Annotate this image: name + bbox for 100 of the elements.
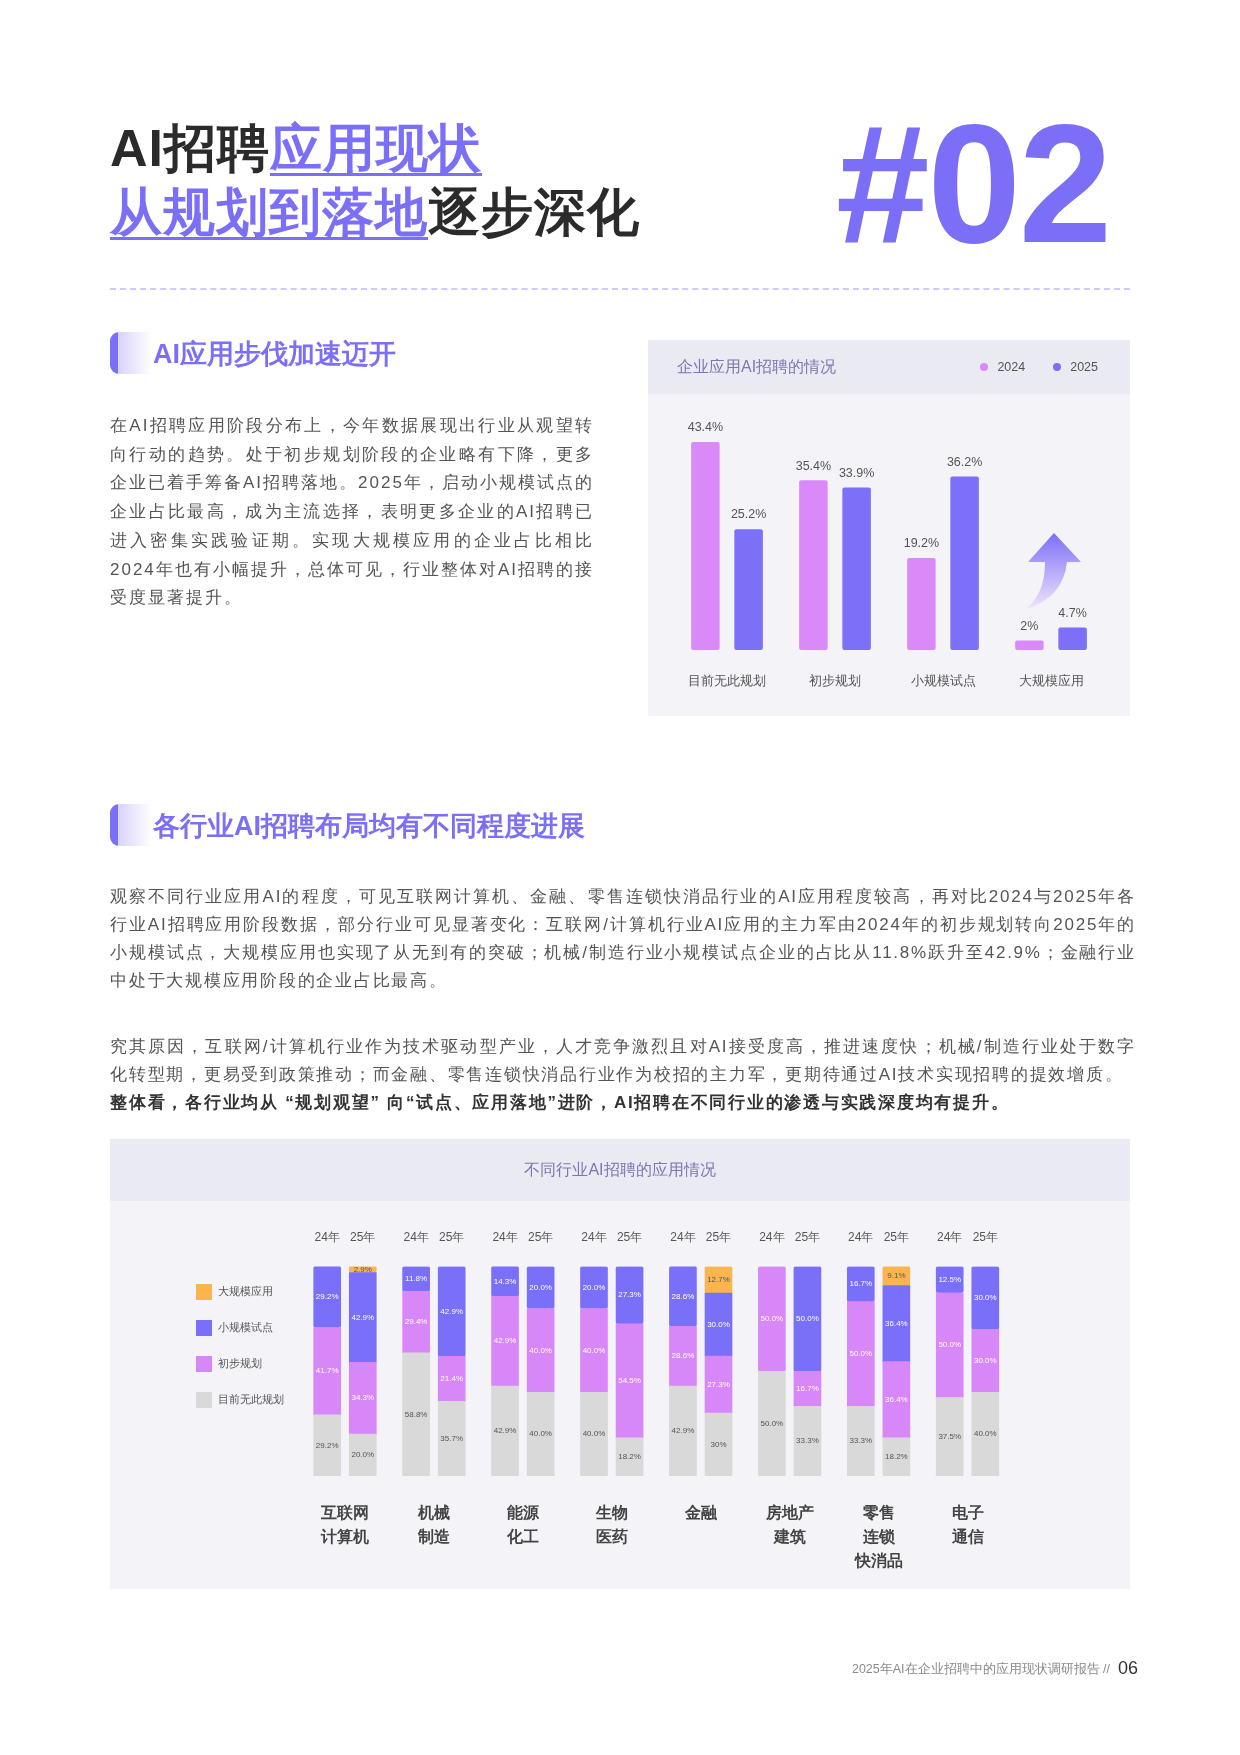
data-label: 30.0% bbox=[973, 1356, 997, 1366]
x-tick-label: 24年 bbox=[937, 1229, 963, 1244]
data-label: 54.5% bbox=[618, 1376, 641, 1386]
data-label: 36.4% bbox=[885, 1394, 908, 1404]
data-label: 33.9% bbox=[838, 465, 875, 480]
x-tick-label: 大规模应用 bbox=[1018, 672, 1084, 688]
data-label: 35.7% bbox=[440, 1433, 464, 1443]
data-label: 41.7% bbox=[315, 1366, 339, 1376]
data-label: 35.4% bbox=[795, 458, 832, 473]
data-label: 19.2% bbox=[903, 536, 940, 551]
text: 各行业AI招聘布局均有不同程度进展 bbox=[153, 811, 585, 841]
text: 在AI招聘应用阶段分布上，今年数据展现出行业从观望转向行动的趋势。处于初步规划阶段的企业略有下降，更多企业已着手筹备AI招聘落地。2025年，启动小规模试点的企业占比最高，成为主流选择，表明更多企业的AI招聘已进入密集实践验证期。实现大规模应用的企业占比相比2024年也有小幅提升，总体可见，行业整体对AI招聘的接受度显著提升。 bbox=[110, 416, 594, 608]
x-tick-label: 25年 bbox=[350, 1229, 376, 1244]
x-tick-label: 25年 bbox=[616, 1229, 643, 1244]
data-label: 12.5% bbox=[938, 1274, 962, 1284]
data-label: 28.6% bbox=[671, 1291, 695, 1301]
legend-label: 初步规划 bbox=[217, 1357, 262, 1370]
x-tick-label: 24年 bbox=[314, 1229, 340, 1244]
chart-title: 企业应用AI招聘的情况 bbox=[677, 358, 837, 375]
data-label: 12.7% bbox=[707, 1275, 730, 1285]
text: 零售连锁快消品 bbox=[853, 1503, 904, 1571]
text: 应用现状 bbox=[270, 119, 482, 177]
data-label: 50.0% bbox=[938, 1340, 962, 1350]
data-label: 9.1% bbox=[887, 1271, 906, 1281]
x-tick-label: 初步规划 bbox=[809, 673, 861, 688]
data-label: 21.4% bbox=[440, 1374, 464, 1384]
data-label: 37.5% bbox=[938, 1431, 962, 1441]
text: 生物医药 bbox=[594, 1503, 629, 1547]
data-label: 16.7% bbox=[849, 1279, 873, 1289]
text: 逐步深化 bbox=[428, 183, 640, 241]
data-label: 18.2% bbox=[618, 1452, 641, 1462]
data-label: 42.9% bbox=[440, 1306, 464, 1316]
data-label: 20.0% bbox=[351, 1450, 375, 1460]
data-label: 50.0% bbox=[796, 1314, 819, 1324]
text: 金融 bbox=[683, 1503, 718, 1523]
data-label: 33.3% bbox=[849, 1436, 873, 1446]
data-label: 2% bbox=[1020, 618, 1039, 633]
bar bbox=[1058, 627, 1087, 650]
data-label: 30.0% bbox=[973, 1293, 997, 1303]
data-label: 16.7% bbox=[796, 1383, 819, 1393]
data-label: 43.4% bbox=[687, 420, 724, 435]
data-label: 29.4% bbox=[404, 1317, 428, 1327]
x-tick-label: 24年 bbox=[759, 1229, 785, 1244]
data-label: 40.0% bbox=[529, 1429, 552, 1439]
data-label: 40.0% bbox=[973, 1429, 997, 1439]
data-label: 29.2% bbox=[315, 1292, 339, 1302]
data-label: 20.0% bbox=[529, 1282, 552, 1292]
data-label: 42.9% bbox=[351, 1312, 375, 1322]
bar bbox=[799, 480, 828, 650]
data-label: 30% bbox=[710, 1439, 727, 1449]
data-label: 14.3% bbox=[493, 1276, 517, 1286]
data-label: 27.3% bbox=[707, 1379, 730, 1389]
data-label: 50.0% bbox=[760, 1418, 784, 1428]
data-label: 40.0% bbox=[529, 1345, 552, 1355]
text: 从规划到落地 bbox=[110, 183, 428, 241]
text: 互联网计算机 bbox=[319, 1503, 370, 1547]
legend-label: 大规模应用 bbox=[217, 1285, 273, 1298]
data-label: 36.2% bbox=[946, 454, 983, 469]
data-label: 50.0% bbox=[849, 1349, 873, 1359]
bar bbox=[950, 476, 979, 650]
x-tick-label: 25年 bbox=[439, 1229, 465, 1244]
x-tick-label: 25年 bbox=[794, 1229, 821, 1244]
bar bbox=[691, 442, 720, 650]
data-label: 4.7% bbox=[1058, 605, 1087, 620]
data-label: 42.9% bbox=[493, 1426, 517, 1436]
x-tick-label: 25年 bbox=[883, 1229, 910, 1244]
x-tick-label: 小规模试点 bbox=[910, 673, 976, 688]
legend-label: 目前无此规划 bbox=[217, 1393, 284, 1406]
legend-label: 小规模试点 bbox=[217, 1321, 273, 1334]
text: AI招聘 bbox=[110, 119, 270, 177]
bar bbox=[1015, 640, 1044, 650]
data-label: 20.0% bbox=[582, 1282, 606, 1292]
data-label: 28.6% bbox=[671, 1351, 695, 1361]
text: 究其原因，互联网/计算机行业作为技术驱动型产业，人才竞争激烈且对AI接受度高，推进速度快；机械/制造行业处于数字化转型期，更易受到政策推动；而金融、零售连锁快消品行业作为校招的主力军，更期待通过AI技术实现招聘的提效增质。 bbox=[110, 1037, 1136, 1084]
data-label: 2.9% bbox=[353, 1264, 372, 1274]
text: 房地产建筑 bbox=[764, 1503, 815, 1547]
data-label: 25.2% bbox=[730, 507, 767, 522]
bar bbox=[734, 529, 763, 650]
data-label: 18.2% bbox=[885, 1452, 908, 1462]
text: 整体看，各行业均从 “规划观望” 向“试点、应用落地”进阶，AI招聘在不同行业的渗透与实践深度均有提升。 bbox=[110, 1093, 1010, 1112]
legend-label: 2025 bbox=[1070, 359, 1098, 375]
data-label: 40.0% bbox=[582, 1429, 606, 1439]
x-tick-label: 25年 bbox=[527, 1229, 554, 1244]
data-label: 33.3% bbox=[796, 1436, 819, 1446]
x-tick-label: 24年 bbox=[670, 1229, 696, 1244]
x-tick-label: 25年 bbox=[972, 1229, 998, 1244]
text: 能源化工 bbox=[505, 1503, 540, 1547]
chart-title: 不同行业AI招聘的应用情况 bbox=[524, 1161, 716, 1178]
x-tick-label: 24年 bbox=[492, 1229, 518, 1244]
x-tick-label: 25年 bbox=[705, 1229, 732, 1244]
data-label: 36.4% bbox=[885, 1318, 908, 1328]
data-label: 30.0% bbox=[707, 1319, 730, 1329]
data-label: 27.3% bbox=[618, 1290, 641, 1300]
data-label: 58.8% bbox=[404, 1409, 428, 1419]
data-label: 50.0% bbox=[760, 1314, 784, 1324]
bar bbox=[907, 558, 936, 650]
x-tick-label: 24年 bbox=[581, 1229, 607, 1244]
bar bbox=[842, 487, 871, 650]
text: 电子通信 bbox=[950, 1503, 985, 1547]
x-tick-label: 目前无此规划 bbox=[688, 673, 766, 688]
